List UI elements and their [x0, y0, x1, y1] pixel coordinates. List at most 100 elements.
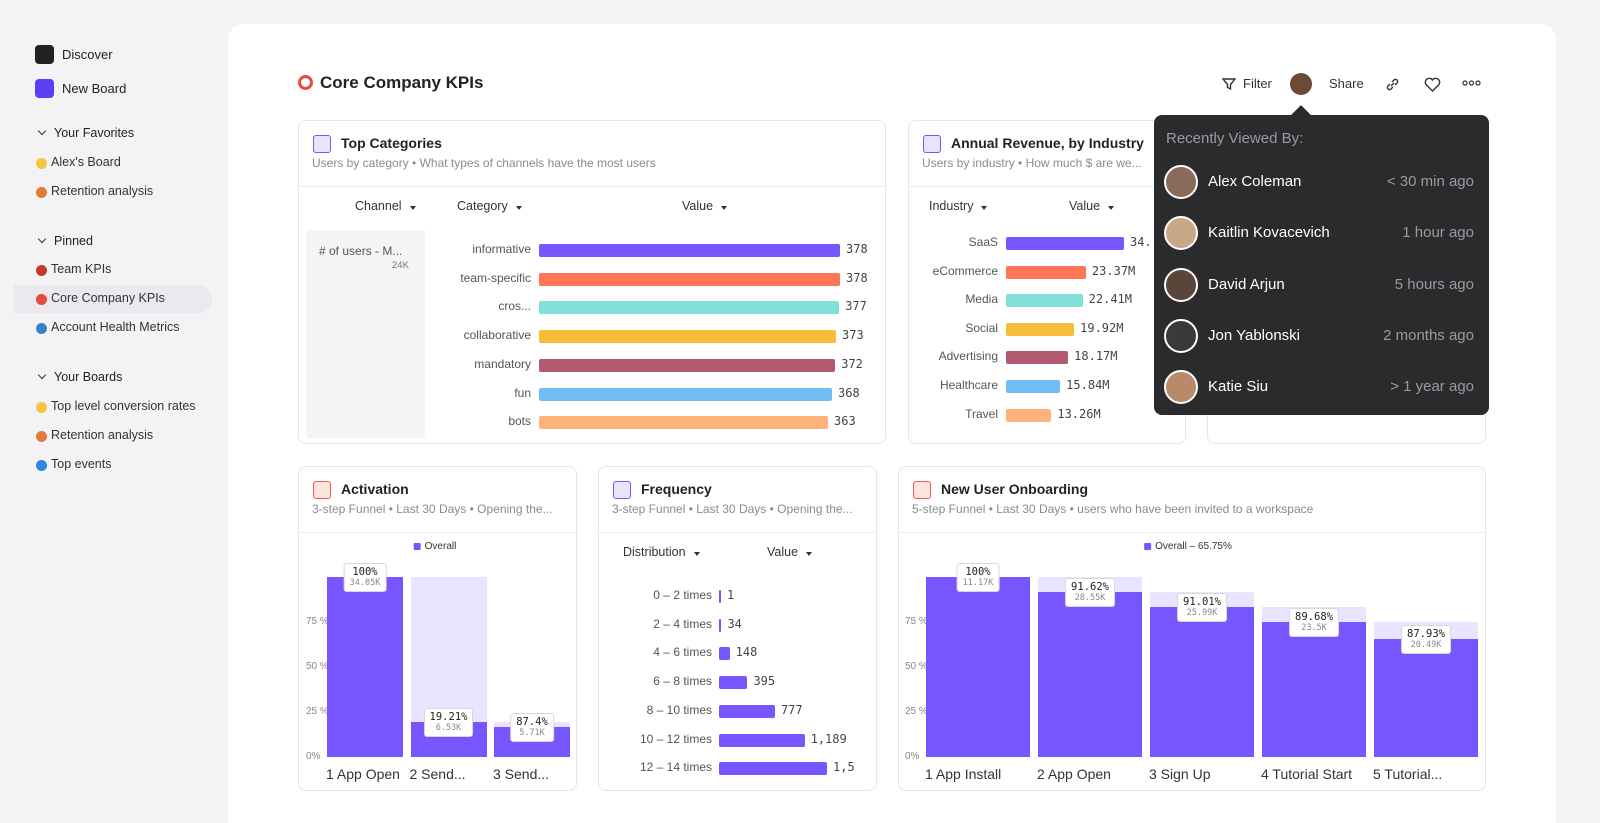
column-header[interactable]: Distribution — [623, 545, 686, 559]
bar — [539, 244, 840, 257]
sidebar-item[interactable]: Team KPIs — [51, 262, 112, 276]
category-label: 1 App Open — [326, 766, 400, 782]
segment-total: 24K — [392, 260, 409, 271]
category-label: Healthcare — [939, 378, 998, 392]
sidebar-item[interactable]: Top level conversion rates — [51, 399, 196, 413]
category-label: 12 – 14 times — [639, 760, 712, 775]
step-count: 34.05K — [349, 578, 381, 588]
step-conversion: 87.93% — [1407, 627, 1445, 640]
bar — [1262, 622, 1366, 757]
value-box: 87.93% 20.49K — [1401, 624, 1451, 654]
step-count: 23.5K — [1301, 623, 1327, 634]
step-count: 25.99K — [1186, 607, 1218, 618]
board-icon — [298, 75, 313, 90]
caret — [1108, 206, 1114, 210]
filter-button[interactable]: Filter — [1243, 76, 1272, 91]
y-tick-label: 50 % — [306, 661, 329, 672]
bar — [539, 330, 837, 344]
caret — [981, 206, 987, 210]
bar — [539, 358, 836, 372]
viewer-time: > 1 year ago — [1390, 378, 1474, 396]
value-label: 13.26M — [1057, 406, 1101, 421]
value-box: 89.68% 23.5K — [1289, 608, 1339, 638]
y-tick-label: 0% — [905, 751, 920, 762]
value-label: 34. — [1130, 235, 1152, 249]
step-conversion: 87.4% — [516, 715, 548, 728]
bar — [719, 590, 721, 603]
column-header[interactable]: Category — [457, 199, 508, 213]
category-label: 4 Tutorial Start — [1261, 766, 1353, 782]
column-header[interactable]: Channel — [355, 199, 402, 213]
viewer-name: Kaitlin Kovacevich — [1208, 224, 1330, 242]
caret — [806, 552, 812, 556]
item-icon — [36, 294, 47, 305]
bar — [1006, 294, 1083, 308]
bar — [539, 387, 833, 401]
bar — [719, 762, 827, 776]
card-title: Frequency — [641, 481, 712, 497]
column-header[interactable]: Value — [767, 545, 799, 559]
item-icon — [36, 323, 47, 334]
card-subtitle: 3-step Funnel • Last 30 Days • Opening t… — [312, 502, 553, 516]
category-label: 8 – 10 times — [646, 702, 712, 717]
value-box: 91.01% 25.99K — [1177, 592, 1227, 622]
y-tick-label: 75 % — [306, 616, 329, 627]
share-button[interactable]: Share — [1329, 76, 1364, 91]
category-label: 10 – 12 times — [639, 731, 712, 746]
sidebar-item[interactable]: Account Health Metrics — [51, 320, 180, 334]
sidebar-link[interactable]: New Board — [62, 81, 127, 96]
category-label: 5 Tutorial... — [1373, 766, 1443, 782]
board-title: Core Company KPIs — [320, 73, 484, 92]
bar — [327, 577, 403, 757]
category-label: Advertising — [938, 349, 998, 364]
sidebar-item[interactable]: Top events — [51, 457, 112, 471]
column-header[interactable]: Industry — [929, 199, 974, 213]
item-icon — [36, 402, 47, 413]
sidebar-item[interactable]: Core Company KPIs — [51, 291, 165, 305]
item-icon — [36, 431, 47, 442]
card-divider — [298, 532, 577, 533]
more-icon[interactable] — [1462, 80, 1481, 86]
category-label: Travel — [965, 406, 998, 421]
bar — [1374, 638, 1478, 757]
card-subtitle: Users by category • What types of channe… — [312, 156, 656, 170]
sidebar-item[interactable]: Alex's Board — [51, 155, 121, 169]
active-highlight — [14, 285, 212, 313]
category-label: 3 Sign Up — [1149, 766, 1211, 782]
value-box: 100% 11.17K — [956, 563, 1000, 592]
step-conversion: 91.62% — [1071, 581, 1109, 594]
category-label: 6 – 8 times — [653, 674, 712, 689]
sidebar-section-title: Your Favorites — [54, 126, 135, 140]
viewer-time: 2 months ago — [1383, 326, 1474, 344]
category-label: 1 App Install — [925, 766, 1002, 782]
column-header[interactable]: Value — [1069, 199, 1101, 213]
sidebar-item[interactable]: Retention analysis — [51, 428, 154, 442]
bar — [1006, 380, 1061, 393]
viewer-avatar — [1164, 318, 1198, 353]
sidebar-link[interactable]: Discover — [62, 47, 113, 62]
category-label: informative — [472, 242, 531, 256]
bar — [719, 676, 748, 690]
heart-icon[interactable] — [1424, 77, 1441, 92]
avatar[interactable] — [1290, 73, 1312, 95]
y-tick-label: 25 % — [905, 706, 928, 717]
category-label: 4 – 6 times — [653, 645, 712, 660]
item-icon — [36, 265, 47, 276]
link-icon[interactable] — [1385, 77, 1400, 92]
sidebar-section-title: Your Boards — [54, 370, 123, 384]
category-label: eCommerce — [932, 263, 998, 278]
y-tick-label: 0% — [306, 751, 321, 762]
sidebar-item[interactable]: Retention analysis — [51, 184, 154, 198]
column-header[interactable]: Value — [682, 199, 714, 213]
viewer-name: Katie Siu — [1208, 378, 1269, 396]
card-icon — [923, 135, 941, 153]
card-subtitle: 3-step Funnel • Last 30 Days • Opening t… — [612, 502, 853, 516]
bar — [539, 301, 840, 315]
value-box: 100% 34.05K — [343, 563, 387, 592]
card-title: Top Categories — [341, 135, 442, 151]
value-label: 378 — [846, 242, 868, 256]
bar — [1006, 408, 1052, 422]
segment-label: # of users - M... — [319, 244, 403, 258]
value-label: 34 — [727, 616, 742, 631]
legend: Overall — [413, 541, 456, 552]
